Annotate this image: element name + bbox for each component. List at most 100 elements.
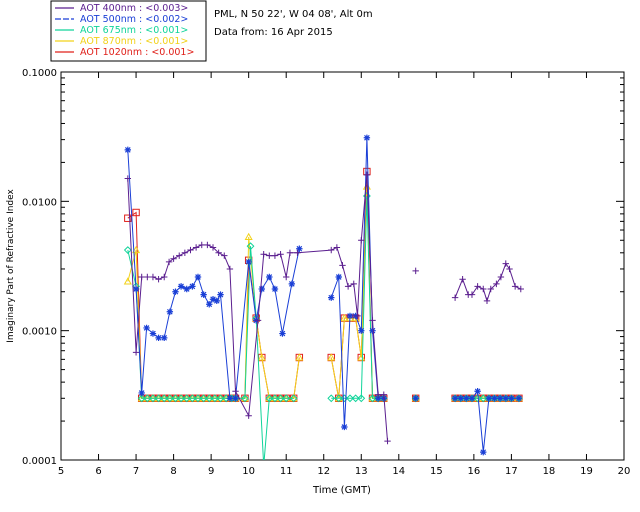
data-point [124,214,132,222]
data-point [199,394,208,403]
data-point [177,394,186,403]
data-point [154,394,163,403]
data-point [132,245,141,254]
data-point [277,251,284,258]
data-point [216,394,225,403]
x-tick-label: 5 [58,466,64,477]
data-point [181,249,189,256]
data-point [123,246,132,254]
data-point [344,283,352,290]
data-point [245,412,252,419]
data-point [188,394,197,403]
legend-label: AOT 500nm : <0.002> [80,14,188,25]
data-point [412,395,419,402]
data-point [357,394,366,403]
data-point [468,291,476,298]
data-point [327,353,336,361]
data-point [271,252,279,259]
data-point [295,353,304,361]
data-point [271,394,279,403]
data-point [296,245,303,252]
data-point [198,241,205,249]
data-point [511,283,519,290]
data-point [161,334,168,342]
data-point [369,327,376,334]
x-tick-label: 13 [355,466,368,477]
x-axis-label: Time (GMT) [312,485,371,496]
data-point [232,388,239,395]
data-point [496,395,504,402]
data-point [194,394,202,403]
data-point [149,273,157,281]
data-point [138,389,145,397]
data-point [374,391,382,398]
data-point [339,262,346,269]
data-point [271,285,279,293]
data-point [138,273,145,281]
data-point [463,395,470,402]
data-point [483,297,491,305]
data-point [335,273,342,281]
data-point [515,395,523,402]
data-point [341,423,348,431]
data-point [260,463,266,469]
data-point [143,394,152,403]
data-point [172,288,179,295]
data-point [200,291,207,298]
data-point [205,394,214,403]
data-point [380,391,387,398]
data-point [204,241,211,249]
data-point [506,265,513,273]
series-line [127,149,300,399]
data-point [206,301,213,308]
date-label: Data from: 16 Apr 2015 [214,27,333,38]
data-point [171,394,180,403]
data-point [132,208,140,217]
data-point [497,273,505,281]
data-point [328,294,335,301]
data-point [144,273,151,281]
data-point [334,394,343,403]
data-point [257,353,266,361]
data-point [473,394,482,403]
data-point [485,395,493,402]
data-point [474,283,481,290]
data-point [358,327,365,334]
data-point [182,394,191,403]
data-point [351,394,360,403]
data-point [143,324,150,332]
x-tick-label: 18 [543,466,556,477]
data-point [276,394,285,403]
series-4 [123,182,523,402]
data-point [244,232,253,241]
series-5 [124,167,523,402]
data-point [288,280,296,288]
series-line [127,211,300,399]
data-point [517,285,524,293]
data-point [279,330,286,337]
x-tick-label: 9 [208,466,214,477]
legend-label: AOT 675nm : <0.001> [80,25,188,36]
data-point [480,285,487,293]
data-point [226,395,234,402]
data-point [266,273,273,281]
data-point [155,334,162,342]
y-tick-label: 0.0001 [22,456,57,467]
data-point [474,388,481,395]
data-point [187,246,194,254]
data-point [241,394,249,403]
data-point [286,249,294,256]
data-point [266,252,273,259]
data-point [149,330,157,337]
data-point [350,280,357,288]
data-point [369,317,376,324]
data-point [459,276,466,283]
data-point [192,244,200,251]
x-tick-label: 15 [430,466,443,477]
site-label: PML, N 50 22', W 04 08', Alt 0m [214,9,373,20]
legend-label: AOT 400nm : <0.003> [80,3,188,14]
y-tick-label: 0.0010 [22,327,57,338]
data-point [160,394,169,403]
data-point [327,394,336,403]
x-tick-label: 11 [280,466,293,477]
